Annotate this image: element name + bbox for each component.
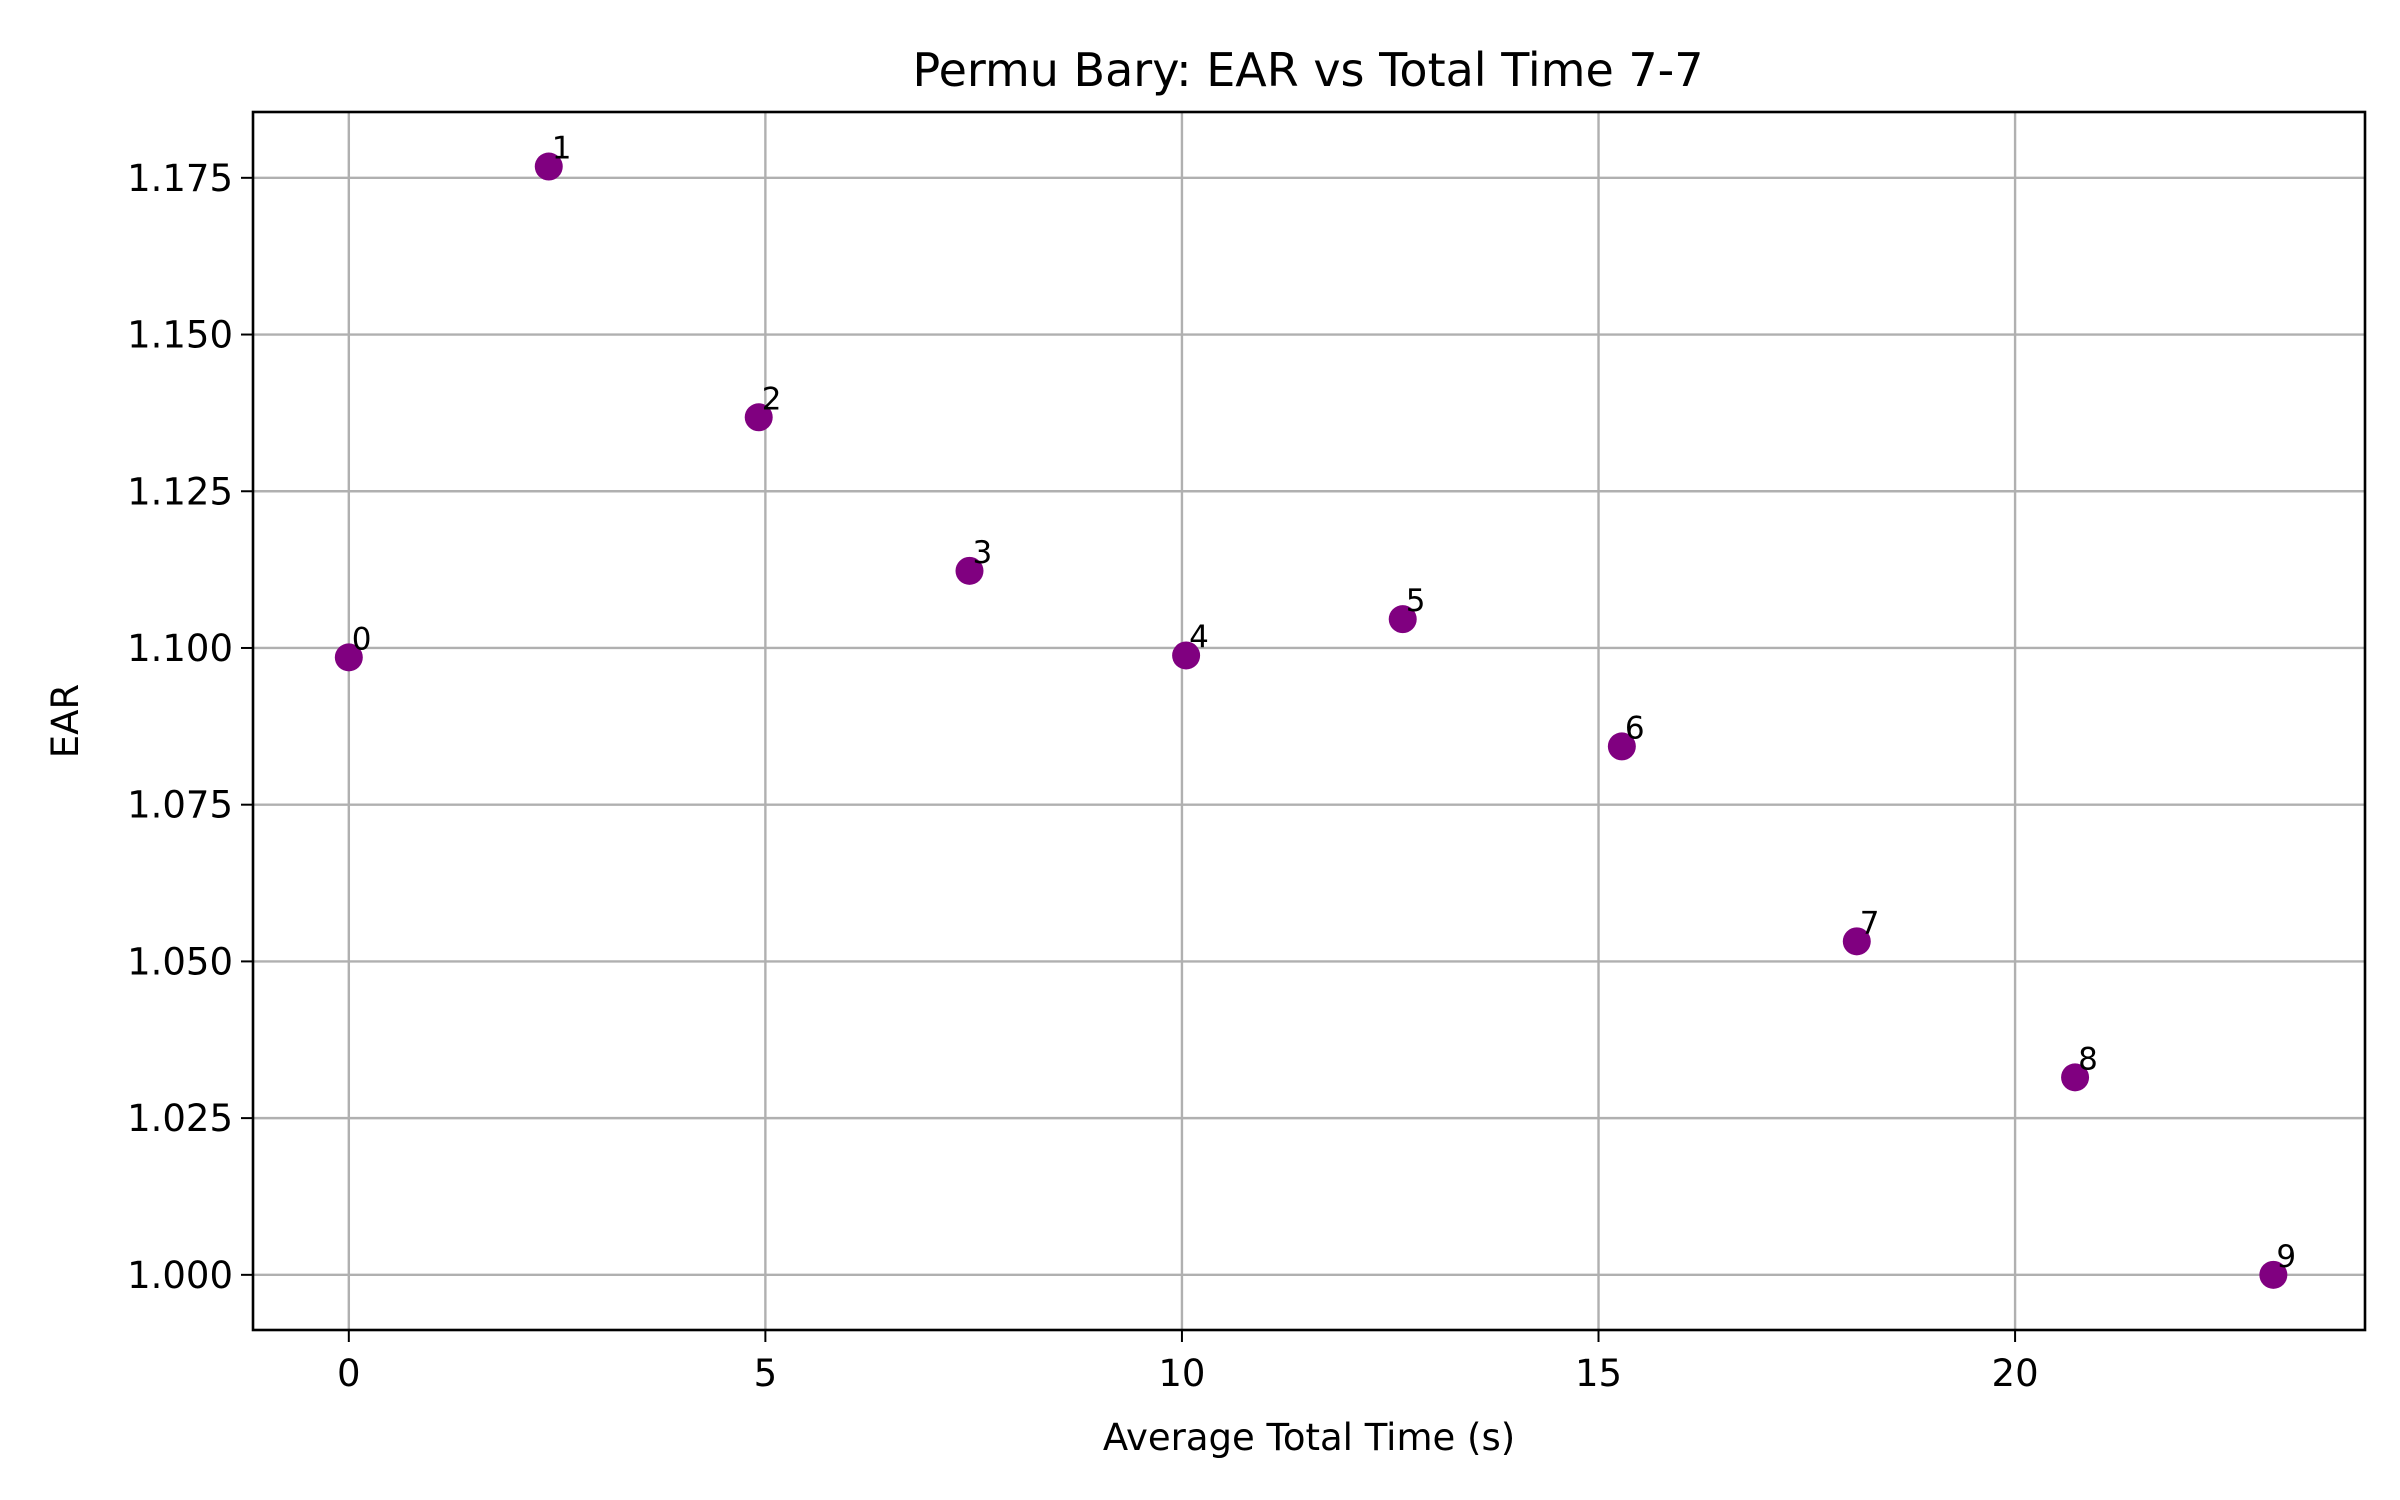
x-tick-label: 20 — [1992, 1352, 2039, 1395]
data-point — [955, 556, 984, 585]
chart-title: Permu Bary: EAR vs Total Time 7-7 — [912, 43, 1703, 97]
x-tick-label: 15 — [1575, 1352, 1622, 1395]
y-tick-label: 1.050 — [127, 940, 233, 983]
y-tick-label: 1.100 — [127, 627, 233, 670]
data-point-label: 5 — [1406, 583, 1426, 619]
y-tick-label: 1.025 — [127, 1097, 233, 1140]
data-point-label: 6 — [1625, 710, 1645, 746]
data-point — [334, 643, 363, 672]
data-point-label: 7 — [1860, 905, 1880, 941]
data-point — [1388, 605, 1417, 634]
data-point-label: 8 — [2078, 1041, 2098, 1077]
plot-frame — [251, 110, 2367, 1332]
x-tick-label: 5 — [754, 1352, 778, 1395]
data-point-label: 1 — [552, 131, 572, 167]
y-axis-label: EAR — [44, 684, 87, 758]
x-tick-label: 10 — [1158, 1352, 1205, 1395]
data-point — [2259, 1260, 2288, 1289]
data-point-label: 0 — [352, 621, 372, 657]
x-axis-label: Average Total Time (s) — [1103, 1416, 1515, 1459]
y-tick-label: 1.150 — [127, 314, 233, 357]
x-tick-label: 0 — [337, 1352, 361, 1395]
data-point — [2061, 1063, 2090, 1092]
data-point — [744, 403, 773, 432]
data-points: 0 1 2 3 4 5 6 7 8 9 — [334, 131, 2296, 1289]
y-tick-label: 1.175 — [127, 157, 233, 200]
data-point-label: 9 — [2276, 1239, 2296, 1275]
data-point — [534, 152, 563, 181]
data-point — [1607, 732, 1636, 761]
axis-ticks: 0 5 10 15 201.0001.0251.0501.0751.1001.1251.… — [127, 157, 2039, 1395]
data-point-label: 4 — [1189, 619, 1209, 655]
data-point — [1172, 641, 1201, 670]
y-tick-label: 1.125 — [127, 470, 233, 513]
y-tick-label: 1.000 — [127, 1254, 233, 1297]
data-point — [1842, 927, 1871, 956]
y-tick-label: 1.075 — [127, 784, 233, 827]
data-point-label: 2 — [762, 381, 782, 417]
grid — [253, 112, 2365, 1330]
data-point-label: 3 — [972, 535, 992, 571]
